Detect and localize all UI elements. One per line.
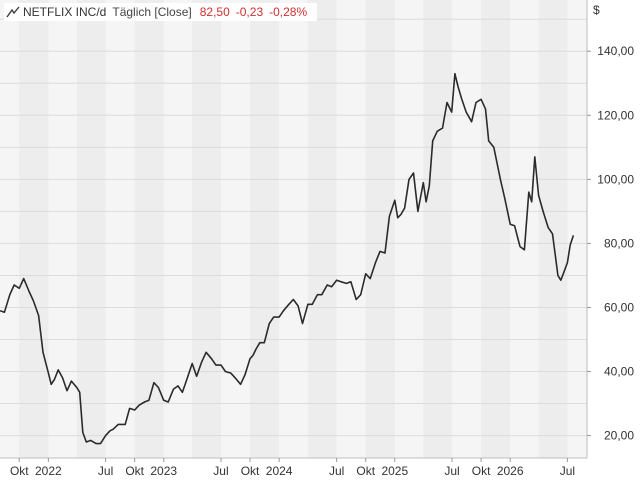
x-tick-label: 2023 — [150, 464, 177, 478]
x-tick-label: Okt — [125, 464, 144, 478]
price-change: -0,23 — [235, 5, 264, 19]
x-tick-label: Okt — [356, 464, 375, 478]
x-tick-label: 2024 — [266, 464, 293, 478]
background-band — [307, 0, 337, 458]
currency-symbol: $ — [593, 3, 600, 17]
y-tick-label: 60,00 — [604, 300, 634, 314]
background-band — [481, 0, 511, 458]
price-line-series — [0, 72, 575, 445]
chart-legend: NETFLIX INC/d Täglich [Close] 82,50 -0,2… — [4, 3, 318, 21]
interval-label: Täglich [Close] — [112, 5, 192, 19]
x-axis: Okt 2022 Jul Okt 2023 Jul Okt 2024 Jul Okt 2025 Jul… — [10, 458, 575, 478]
x-tick-label: Okt — [10, 464, 29, 478]
background-band — [423, 0, 453, 458]
background-band — [365, 0, 395, 458]
background-band — [134, 0, 164, 458]
y-axis: 20,00 40,00 60,00 80,00 100,00 120,00 140,00 — [587, 44, 634, 443]
instrument-name: NETFLIX INC/d — [23, 5, 107, 19]
background-band — [538, 0, 568, 458]
x-tick-label: Jul — [213, 464, 228, 478]
x-tick-label: Jul — [98, 464, 113, 478]
y-tick-label: 120,00 — [597, 108, 634, 122]
grid-lines — [0, 18, 587, 459]
x-tick-label: 2026 — [497, 464, 524, 478]
price-change-percent: -0,28% — [269, 5, 308, 19]
line-chart-icon — [6, 6, 20, 18]
x-tick-label: Jul — [560, 464, 575, 478]
x-tick-label: Okt — [472, 464, 491, 478]
background-band — [76, 0, 106, 458]
x-tick-label: 2022 — [35, 464, 62, 478]
y-tick-label: 80,00 — [604, 236, 634, 250]
y-tick-label: 40,00 — [604, 365, 634, 379]
background-band — [192, 0, 221, 458]
background-bands — [0, 0, 587, 458]
x-tick-label: 2025 — [381, 464, 408, 478]
y-tick-label: 100,00 — [597, 172, 634, 186]
last-price: 82,50 — [199, 5, 230, 19]
background-band — [250, 0, 280, 458]
background-band — [19, 0, 49, 458]
x-tick-label: Jul — [329, 464, 344, 478]
x-tick-label: Okt — [241, 464, 260, 478]
y-tick-label: 20,00 — [604, 429, 634, 443]
y-tick-label: 140,00 — [597, 44, 634, 58]
x-tick-label: Jul — [444, 464, 459, 478]
